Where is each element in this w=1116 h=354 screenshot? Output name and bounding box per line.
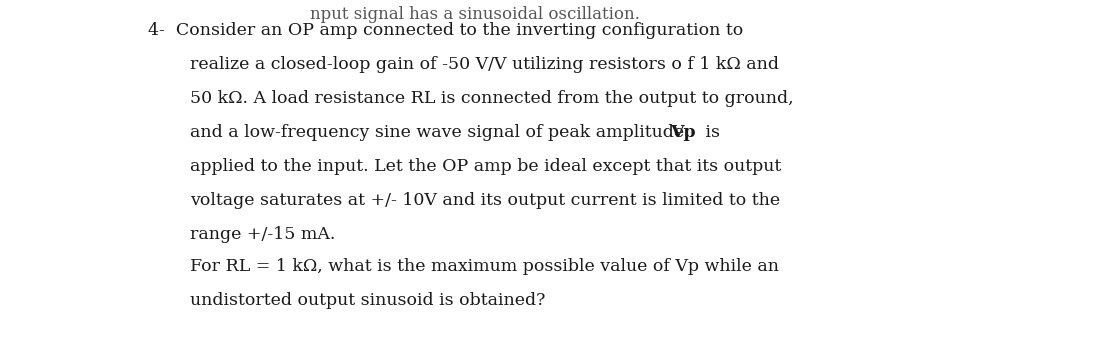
Text: realize a closed-loop gain of -50 V/V utilizing resistors o f 1 kΩ and: realize a closed-loop gain of -50 V/V ut…: [190, 56, 779, 73]
Text: voltage saturates at +/- 10V and its output current is limited to the: voltage saturates at +/- 10V and its out…: [190, 192, 780, 209]
Text: 50 kΩ. A load resistance RL is connected from the output to ground,: 50 kΩ. A load resistance RL is connected…: [190, 90, 793, 107]
Text: and a low-frequency sine wave signal of peak amplitude: and a low-frequency sine wave signal of …: [190, 124, 690, 141]
Text: Vp: Vp: [670, 124, 695, 141]
Text: For RL = 1 kΩ, what is the maximum possible value of Vp while an: For RL = 1 kΩ, what is the maximum possi…: [190, 258, 779, 275]
Text: is: is: [700, 124, 720, 141]
Text: nput signal has a sinusoidal oscillation.: nput signal has a sinusoidal oscillation…: [310, 6, 639, 23]
Text: undistorted output sinusoid is obtained?: undistorted output sinusoid is obtained?: [190, 292, 546, 309]
Text: applied to the input. Let the OP amp be ideal except that its output: applied to the input. Let the OP amp be …: [190, 158, 781, 175]
Text: range +/-15 mA.: range +/-15 mA.: [190, 226, 336, 243]
Text: 4-  Consider an OP amp connected to the inverting configuration to: 4- Consider an OP amp connected to the i…: [148, 22, 743, 39]
